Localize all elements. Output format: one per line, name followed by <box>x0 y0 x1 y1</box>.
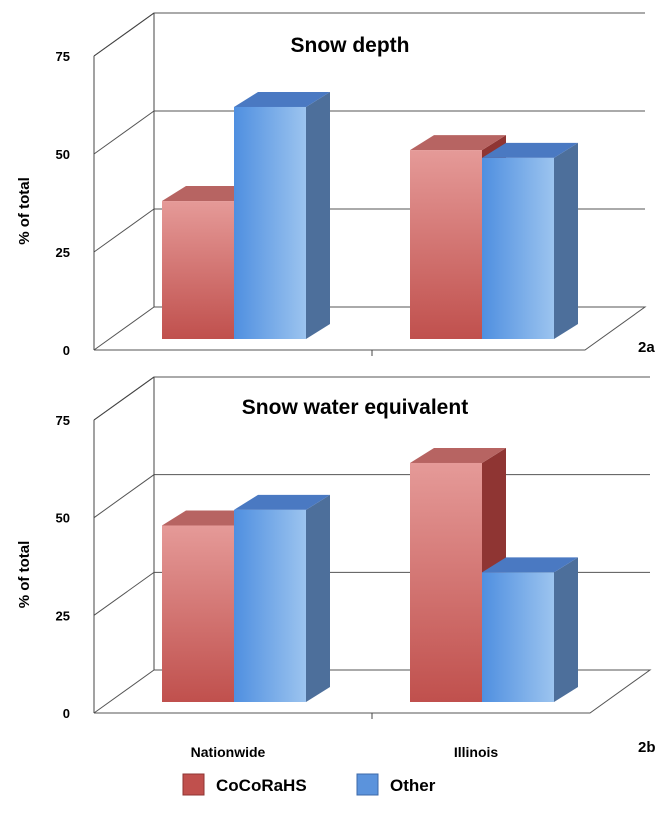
bar-top-face <box>234 91 330 107</box>
y-tick-label: 75 <box>56 413 70 428</box>
bar-top-face <box>410 135 506 151</box>
legend-label-other: Other <box>390 776 436 795</box>
bar-other-nationwide <box>234 91 330 340</box>
bar-front-face <box>162 201 234 339</box>
gridline-50 <box>93 474 650 519</box>
y-tick-label: 50 <box>56 147 70 162</box>
bar-top-face <box>410 447 506 463</box>
chart-title: Snow water equivalent <box>242 396 468 419</box>
legend-swatch-cocorahs <box>182 773 205 796</box>
bar-top-face <box>234 494 330 510</box>
floor-outline <box>93 306 647 351</box>
panel-label: 2a <box>638 339 655 356</box>
bar-other-illinois <box>482 557 578 702</box>
panel-label: 2b <box>638 739 656 756</box>
bar-side-face <box>554 142 578 339</box>
legend-swatch-other <box>356 773 379 796</box>
bar-front-face <box>234 509 306 702</box>
top-wall-edge <box>93 12 155 57</box>
y-tick-label: 25 <box>56 608 70 623</box>
category-label-illinois: Illinois <box>454 744 499 760</box>
bar-front-face <box>482 572 554 702</box>
category-label-nationwide: Nationwide <box>191 744 266 760</box>
y-axis-label: % of total <box>16 541 33 609</box>
bar-side-face <box>306 91 330 340</box>
bar-side-face <box>554 557 578 702</box>
y-tick-label: 0 <box>63 706 70 721</box>
bar-front-face <box>482 157 554 339</box>
bar-side-face <box>306 494 330 702</box>
chart-legend: CoCoRaHS Other <box>182 773 436 796</box>
y-axis-label: % of total <box>16 177 33 245</box>
y-tick-label: 25 <box>56 245 70 260</box>
snow-depth-panel: 0 25 50 75 % of total Snow depth 2a <box>16 12 655 358</box>
bar-front-face <box>162 525 234 702</box>
y-tick-label: 75 <box>56 49 70 64</box>
bar-front-face <box>410 462 482 702</box>
bar-other-illinois <box>482 142 578 339</box>
y-tick-label: 50 <box>56 511 70 526</box>
snow-water-equivalent-panel: 0 25 50 75 % of total Snow water equivalent 2b… <box>16 376 656 760</box>
bar-top-face <box>482 557 578 573</box>
bar-top-face <box>482 142 578 158</box>
bar-front-face <box>234 106 306 340</box>
bar-other-nationwide <box>234 494 330 702</box>
chart-title: Snow depth <box>291 34 410 57</box>
bar-front-face <box>410 150 482 339</box>
y-tick-label: 0 <box>63 343 70 358</box>
floor-outline <box>93 669 652 714</box>
legend-label-cocorahs: CoCoRaHS <box>216 776 307 795</box>
top-wall-edge <box>93 376 155 421</box>
